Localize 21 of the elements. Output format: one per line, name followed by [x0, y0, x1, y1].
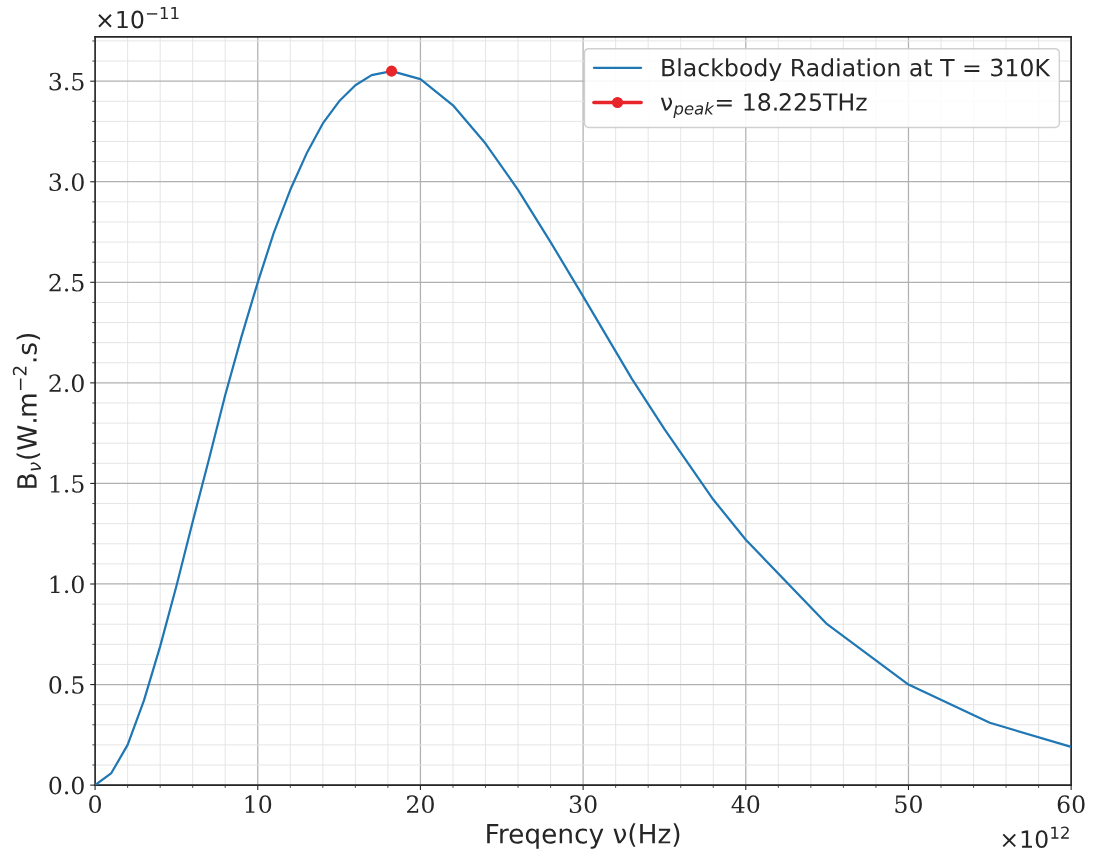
x-axis-title: Freqency ν(Hz): [487, 823, 680, 849]
y-tick-label: 1.5: [50, 474, 84, 493]
x-tick-label: 30: [569, 795, 597, 814]
legend-label: Blackbody Radiation at T = 310K: [662, 58, 1051, 82]
x-tick-label: 20: [407, 795, 434, 814]
x-tick-label: 40: [731, 795, 760, 814]
y-tick-label: 0.0: [49, 776, 84, 795]
x-tick-label: 60: [1057, 795, 1085, 814]
y-tick-label: 0.5: [49, 676, 84, 694]
y-axis-title: B$_{ν}$(W.m$^{−2}$.s): [12, 333, 41, 488]
x-tick-label: 10: [245, 795, 272, 814]
y-tick-label: 1.0: [50, 575, 84, 594]
x-tick-label: 50: [895, 795, 922, 814]
x-tick-label: 0: [89, 795, 102, 814]
y-tick-label: 3.0: [49, 173, 84, 192]
y-tick-label: 3.5: [49, 72, 84, 91]
y-tick-label: 2.0: [49, 374, 84, 393]
text: ×10$^{−11}$: [98, 7, 179, 29]
legend-label: ν$_{peak}$= 18.225THz: [660, 93, 867, 118]
y-tick-label: 2.5: [49, 273, 84, 292]
text: ×10$^{12}$: [1002, 826, 1069, 849]
